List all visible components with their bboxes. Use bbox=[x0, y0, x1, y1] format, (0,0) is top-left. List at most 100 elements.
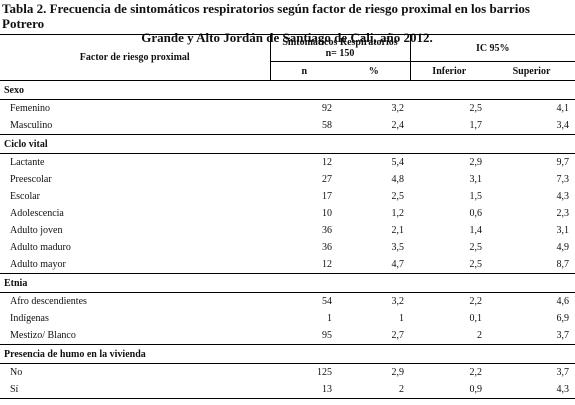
section-header-row: Presencia de humo en la vivienda bbox=[0, 344, 575, 364]
cell-n: 125 bbox=[317, 367, 332, 378]
header-n: n bbox=[269, 61, 338, 81]
row-label: Preescolar bbox=[10, 174, 52, 185]
cell-n: 12 bbox=[322, 157, 332, 168]
cell-inferior: 2,2 bbox=[469, 296, 483, 307]
header-factor: Factor de riesgo proximal bbox=[0, 34, 270, 81]
table-row: No 125 2,9 2,2 3,7 bbox=[0, 364, 575, 382]
cell-n: 36 bbox=[322, 242, 332, 253]
cell-pct: 3,2 bbox=[391, 103, 405, 114]
cell-pct: 2 bbox=[338, 381, 410, 399]
header-sintomaticos: Sintomáticos Respiratorios n= 150 bbox=[269, 34, 410, 62]
cell-superior: 6,9 bbox=[556, 313, 570, 324]
cell-inferior: 2,9 bbox=[469, 157, 483, 168]
cell-superior: 8,7 bbox=[556, 259, 570, 270]
cell-n: 92 bbox=[322, 103, 332, 114]
cell-superior: 4,9 bbox=[556, 242, 570, 253]
header-pct: % bbox=[338, 61, 410, 81]
cell-pct: 2,5 bbox=[391, 191, 405, 202]
row-label: Masculino bbox=[10, 120, 53, 131]
row-label: No bbox=[10, 367, 23, 378]
cell-pct: 2,4 bbox=[391, 120, 405, 131]
cell-pct: 5,4 bbox=[391, 157, 405, 168]
cell-n: 36 bbox=[322, 225, 332, 236]
caption-line-1: Tabla 2. Frecuencia de sintomáticos resp… bbox=[2, 1, 530, 31]
cell-inferior: 2,2 bbox=[469, 367, 483, 378]
table-row: Masculino 58 2,4 1,7 3,4 bbox=[0, 117, 575, 135]
section-title: Presencia de humo en la vivienda bbox=[0, 344, 575, 364]
header-ic: IC 95% bbox=[409, 34, 575, 62]
cell-superior: 3,4 bbox=[556, 120, 570, 131]
cell-n: 58 bbox=[322, 120, 332, 131]
cell-n: 17 bbox=[322, 191, 332, 202]
cell-pct: 2,9 bbox=[391, 367, 405, 378]
row-label: Lactante bbox=[10, 157, 45, 168]
cell-inferior: 0,1 bbox=[469, 313, 483, 324]
cell-superior: 9,7 bbox=[556, 157, 570, 168]
cell-superior: 4,6 bbox=[556, 296, 570, 307]
cell-superior: 3,7 bbox=[556, 330, 570, 341]
cell-inferior: 0,6 bbox=[469, 208, 483, 219]
cell-inferior: 2 bbox=[477, 330, 482, 341]
row-label: Adulto maduro bbox=[10, 242, 71, 253]
cell-inferior: 1,7 bbox=[469, 120, 483, 131]
section-header-row: Ciclo vital bbox=[0, 134, 575, 154]
cell-pct: 3,2 bbox=[391, 296, 405, 307]
cell-superior: 7,3 bbox=[556, 174, 570, 185]
cell-n: 54 bbox=[322, 296, 332, 307]
row-label: Afro descendientes bbox=[10, 296, 87, 307]
row-label: Mestizo/ Blanco bbox=[10, 330, 76, 341]
table-row: Escolar 17 2,5 1,5 4,3 bbox=[0, 188, 575, 205]
header-sintomaticos-line2: n= 150 bbox=[325, 48, 355, 59]
cell-n: 95 bbox=[322, 330, 332, 341]
section-title: Ciclo vital bbox=[0, 134, 575, 154]
cell-superior: 4,3 bbox=[556, 191, 570, 202]
cell-superior: 3,1 bbox=[556, 225, 570, 236]
cell-inferior: 2,5 bbox=[469, 103, 483, 114]
section-title: Etnia bbox=[0, 273, 575, 293]
cell-n: 1 bbox=[327, 313, 332, 324]
risk-factor-table: Factor de riesgo proximal Sintomáticos R… bbox=[0, 34, 575, 399]
table-body: Sexo Femenino 92 3,2 2,5 4,1 Masculino 58 2,4 1,7… bbox=[0, 80, 575, 399]
table-row: Sí 13 2 0,9 4,3 bbox=[0, 381, 575, 399]
table-row: Adulto joven 36 2,1 1,4 3,1 bbox=[0, 222, 575, 239]
table-row: Lactante 12 5,4 2,9 9,7 bbox=[0, 154, 575, 172]
section-header-row: Etnia bbox=[0, 273, 575, 293]
header-superior: Superior bbox=[488, 61, 575, 81]
table-row: Preescolar 27 4,8 3,1 7,3 bbox=[0, 171, 575, 188]
cell-superior: 3,7 bbox=[556, 367, 570, 378]
section-header-row: Sexo bbox=[0, 80, 575, 100]
cell-n: 12 bbox=[322, 259, 332, 270]
table-row: Mestizo/ Blanco 95 2,7 2 3,7 bbox=[0, 327, 575, 345]
cell-pct: 4,8 bbox=[391, 174, 405, 185]
cell-superior: 4,3 bbox=[488, 381, 575, 399]
table-row: Adolescencia 10 1,2 0,6 2,3 bbox=[0, 205, 575, 222]
row-label: Escolar bbox=[10, 191, 40, 202]
row-label: Indígenas bbox=[10, 313, 49, 324]
row-label: Adulto mayor bbox=[10, 259, 66, 270]
row-label: Adulto joven bbox=[10, 225, 63, 236]
cell-inferior: 1,5 bbox=[469, 191, 483, 202]
cell-n: 27 bbox=[322, 174, 332, 185]
header-inferior: Inferior bbox=[409, 61, 488, 81]
row-label: Adolescencia bbox=[10, 208, 64, 219]
header-sintomaticos-line1: Sintomáticos Respiratorios bbox=[282, 37, 398, 48]
table-row: Adulto maduro 36 3,5 2,5 4,9 bbox=[0, 239, 575, 256]
cell-pct: 4,7 bbox=[391, 259, 405, 270]
cell-pct: 2,1 bbox=[391, 225, 405, 236]
cell-superior: 2,3 bbox=[556, 208, 570, 219]
row-label: Sí bbox=[0, 381, 270, 399]
cell-inferior: 2,5 bbox=[469, 259, 483, 270]
section-title: Sexo bbox=[0, 80, 575, 100]
cell-superior: 4,1 bbox=[556, 103, 570, 114]
cell-pct: 3,5 bbox=[391, 242, 405, 253]
table-row: Adulto mayor 12 4,7 2,5 8,7 bbox=[0, 256, 575, 274]
cell-inferior: 1,4 bbox=[469, 225, 483, 236]
table-row: Indígenas 1 1 0,1 6,9 bbox=[0, 310, 575, 327]
cell-pct: 1,2 bbox=[391, 208, 405, 219]
cell-n: 10 bbox=[322, 208, 332, 219]
cell-inferior: 0,9 bbox=[410, 381, 488, 399]
cell-n: 13 bbox=[270, 381, 338, 399]
cell-pct: 2,7 bbox=[391, 330, 405, 341]
table-row: Femenino 92 3,2 2,5 4,1 bbox=[0, 100, 575, 118]
cell-inferior: 2,5 bbox=[469, 242, 483, 253]
